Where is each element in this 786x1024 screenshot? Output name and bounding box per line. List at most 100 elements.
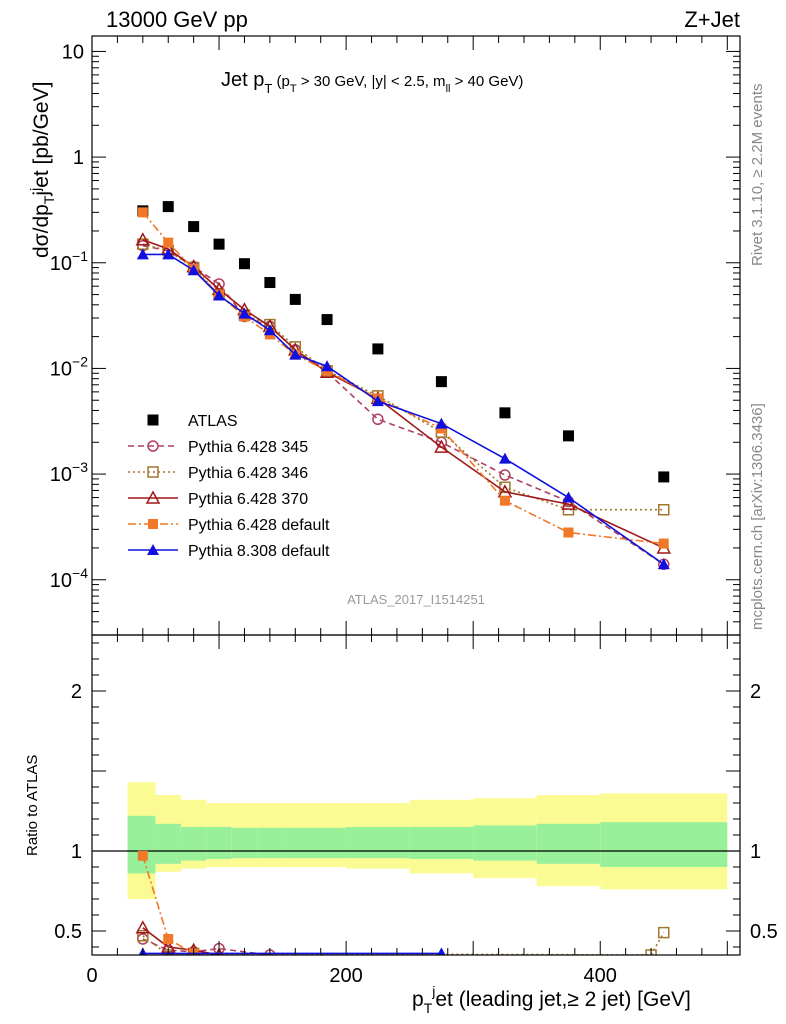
triangle-marker [321, 360, 334, 372]
inner-band-bin [180, 827, 207, 861]
data-point [289, 293, 301, 305]
series-line [142, 932, 665, 955]
data-point [499, 407, 511, 419]
square-marker [499, 407, 511, 419]
data-point [437, 947, 446, 955]
square-marker [321, 314, 333, 326]
process-label: Z+Jet [684, 7, 740, 32]
data-point [213, 238, 225, 250]
y-tick-label: 10−1 [50, 248, 88, 275]
y-tick-label: 10−4 [50, 565, 88, 592]
data-point [147, 414, 159, 426]
data-point [562, 430, 574, 442]
ratio-y-axis-label: Ratio to ATLAS [24, 755, 41, 856]
inner-band-bin [473, 825, 537, 861]
square-marker [563, 527, 574, 538]
square-marker [137, 850, 148, 861]
rivet-label: Rivet 3.1.10, ≥ 2.2M events [749, 84, 766, 267]
square-marker [289, 293, 301, 305]
square-marker [658, 471, 670, 483]
square-marker [658, 926, 670, 939]
data-point [658, 538, 669, 549]
ratio-y-tick-label: 0.5 [54, 921, 82, 943]
main-title: Jet pT (pT > 30 GeV, |y| < 2.5, mll > 40… [221, 69, 523, 96]
svg-text:pTjet (leading jet,≥ 2 jet) [G: pTjet (leading jet,≥ 2 jet) [GeV] [412, 983, 691, 1016]
data-point [562, 491, 575, 503]
triangle-marker [238, 307, 251, 319]
legend-entry: Pythia 6.428 default [128, 517, 330, 534]
square-marker [372, 343, 384, 355]
data-point [658, 926, 670, 939]
square-marker [658, 538, 669, 549]
data-point [498, 452, 511, 464]
ratio-uncertainty-bands [92, 782, 740, 899]
inner-band-bin [409, 827, 474, 859]
data-point [371, 395, 384, 407]
data-point [657, 558, 670, 570]
data-point [499, 495, 510, 506]
circle-marker [147, 440, 159, 452]
ratio-frame [91, 634, 741, 956]
main-y-axis-label: dσ/dpTjjet [pb/GeV] [27, 82, 57, 258]
data-point [289, 348, 302, 360]
x-axis-label: pTjet (leading jet,≥ 2 jet) [GeV] [412, 983, 691, 1016]
inner-band-bin [346, 827, 410, 859]
square-marker [163, 934, 174, 944]
triangle-marker [263, 324, 276, 336]
inner-band-bin [127, 815, 156, 874]
legend-label: Pythia 6.428 370 [188, 491, 308, 508]
triangle-marker [562, 491, 575, 503]
square-marker [213, 238, 225, 250]
data-point [147, 544, 159, 555]
square-marker [148, 519, 158, 529]
triangle-marker [135, 920, 151, 934]
inner-band-bin [155, 823, 181, 864]
inner-band-bin [206, 827, 232, 859]
square-marker [562, 430, 574, 442]
analysis-watermark: ATLAS_2017_I1514251 [347, 592, 485, 607]
data-point [658, 503, 670, 516]
data-point [499, 469, 511, 481]
inner-band-bin [600, 822, 728, 867]
data-point [435, 376, 447, 388]
data-point [145, 490, 161, 504]
triangle-marker [147, 544, 159, 555]
square-marker [188, 221, 200, 233]
triangle-marker [371, 395, 384, 407]
data-point [321, 360, 334, 372]
square-marker [162, 201, 174, 213]
triangle-marker [435, 417, 448, 429]
data-point [188, 221, 200, 233]
svg-text:Jet pT (pT > 30 GeV, |y| < 2.5: Jet pT (pT > 30 GeV, |y| < 2.5, mll > 40… [221, 69, 523, 96]
plot-layer [135, 201, 672, 955]
legend-label: Pythia 6.428 default [188, 517, 330, 534]
data-point [163, 934, 174, 944]
y-tick-label: 1 [73, 147, 84, 169]
inner-band-bin [282, 827, 308, 859]
series-line [142, 927, 220, 955]
legend-label: ATLAS [188, 413, 238, 430]
square-marker [264, 277, 276, 289]
legend-label: Pythia 6.428 346 [188, 465, 308, 482]
data-point [136, 248, 149, 260]
data-point [238, 258, 250, 270]
data-point [263, 324, 276, 336]
data-point [162, 201, 174, 213]
triangle-marker [289, 348, 302, 360]
inner-band-bin [231, 827, 258, 859]
legend-label: Pythia 8.308 default [188, 543, 330, 560]
data-point [213, 289, 226, 301]
square-marker [137, 930, 149, 942]
data-point [372, 413, 384, 426]
x-tick-label: 200 [329, 965, 362, 987]
triangle-marker [434, 439, 449, 453]
y-tick-label: 10−2 [50, 353, 88, 380]
triangle-marker [187, 264, 200, 276]
y-tick-label: 10−3 [50, 459, 88, 486]
square-marker [658, 503, 670, 516]
square-marker [147, 414, 159, 426]
triangle-marker [561, 496, 576, 510]
triangle-marker [437, 947, 446, 955]
legend-entry: Pythia 6.428 345 [128, 439, 308, 456]
